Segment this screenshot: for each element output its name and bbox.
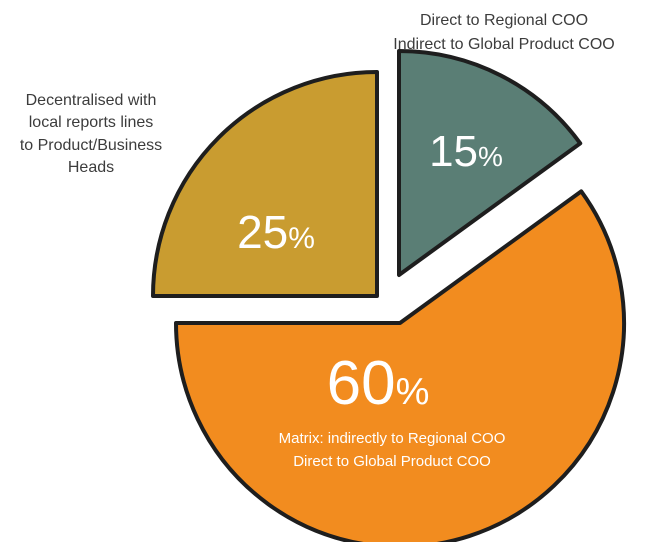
slice-decentralised-label-line-4: Heads	[68, 159, 114, 176]
slice-decentralised-percent: 25%	[237, 206, 315, 258]
slice-decentralised-label-line-2: local reports lines	[29, 114, 154, 131]
slice-decentralised-label-line-3: to Product/Business	[20, 137, 162, 154]
slice-direct-regional-percent: 15%	[429, 127, 503, 176]
slice-matrix-label-line-2: Direct to Global Product COO	[293, 453, 491, 470]
slice-decentralised-label-line-1: Decentralised with	[26, 92, 157, 109]
pie-slice-decentralised	[151, 70, 379, 298]
slice-matrix-label-line-1: Matrix: indirectly to Regional COO	[279, 430, 506, 447]
pie-slice-matrix	[174, 189, 626, 542]
slice-direct-regional-label-line-1: Direct to Regional COO	[420, 12, 588, 29]
slice-matrix-percent: 60%	[327, 349, 430, 418]
pie-slice-direct-regional	[397, 49, 583, 277]
slice-direct-regional-label-line-2: Indirect to Global Product COO	[393, 36, 614, 53]
